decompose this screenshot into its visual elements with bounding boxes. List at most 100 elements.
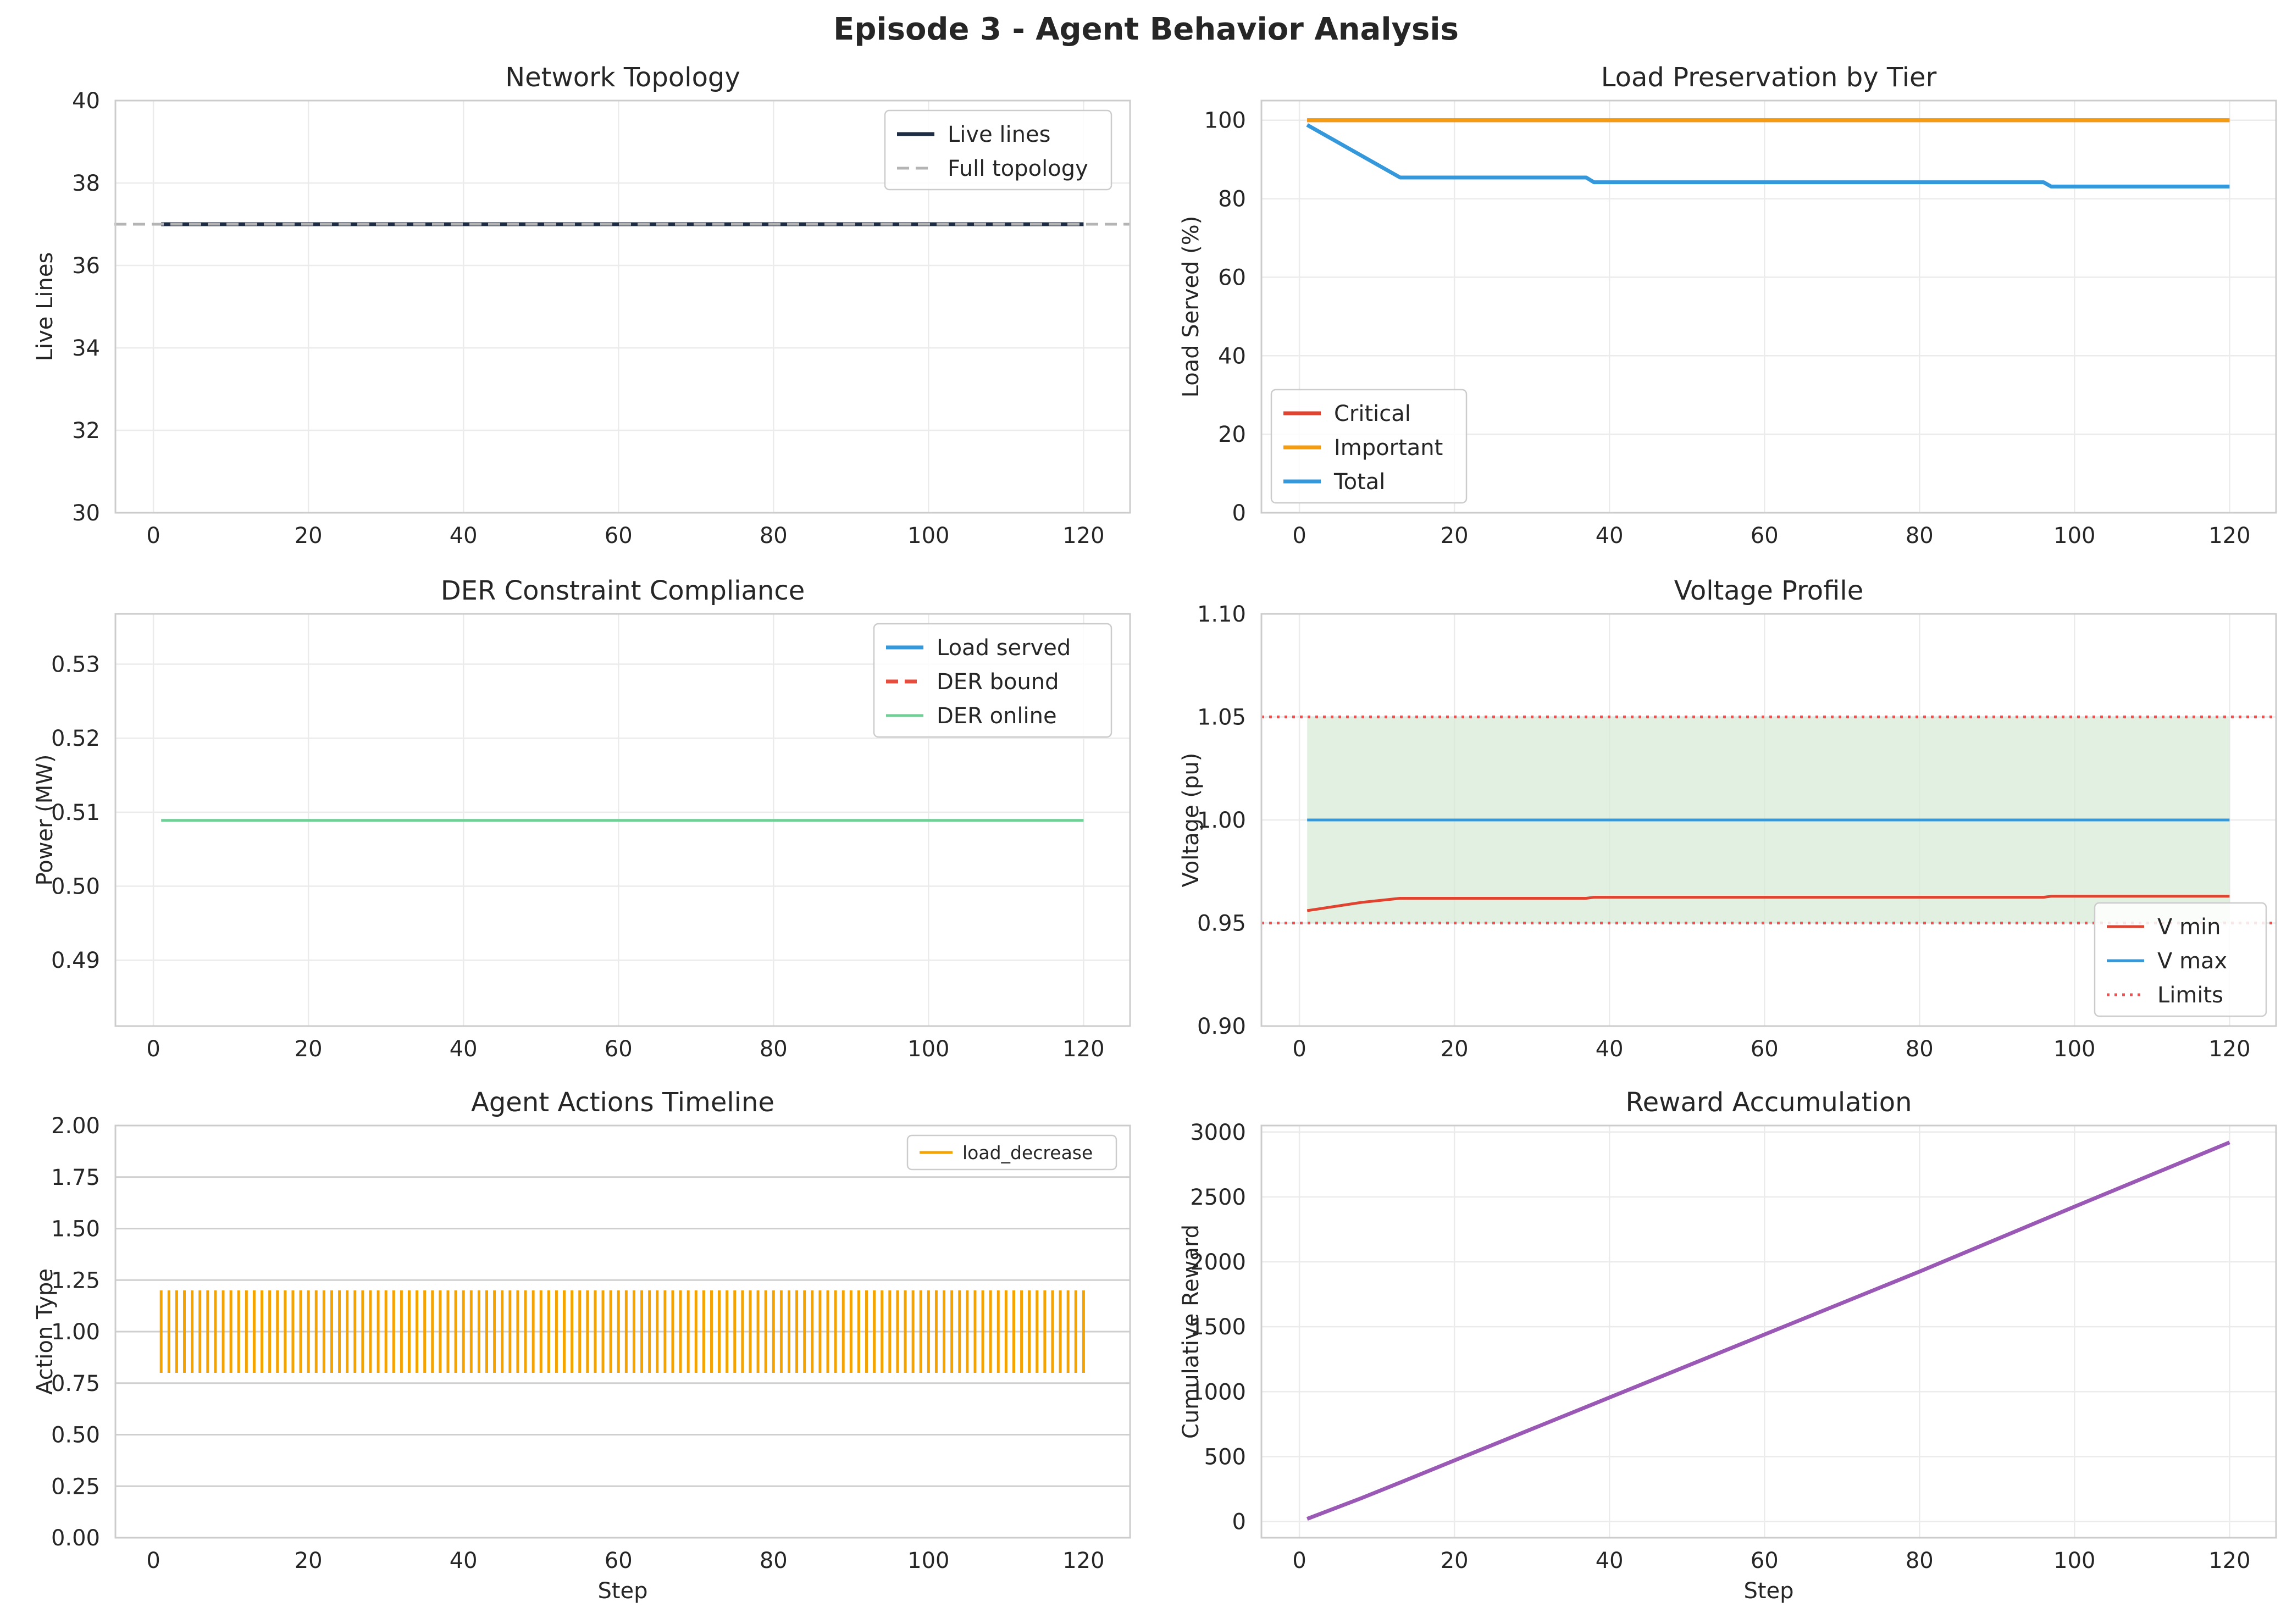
legend-label: Live lines [948, 122, 1050, 147]
y-tick-label: 1.00 [1197, 808, 1246, 833]
y-tick-label: 0 [1232, 501, 1246, 526]
x-tick-label: 100 [907, 1037, 949, 1062]
y-tick-label: 0.25 [51, 1474, 100, 1499]
x-tick-label: 120 [2208, 523, 2250, 548]
panel-title: Voltage Profile [1674, 575, 1864, 606]
x-tick-label: 0 [146, 523, 160, 548]
x-axis-label: Step [597, 1578, 647, 1604]
x-tick-label: 20 [1441, 1037, 1469, 1062]
series-line-series-0 [1306, 1140, 2230, 1521]
y-tick-label: 0.52 [51, 726, 100, 751]
y-tick-label: 2500 [1190, 1185, 1246, 1210]
y-tick-label: 0.50 [51, 874, 100, 900]
y-tick-label: 1.05 [1197, 705, 1246, 730]
series-line-v-min [1306, 895, 2230, 912]
x-tick-label: 20 [295, 1037, 323, 1062]
axes-frame [1260, 99, 2277, 514]
y-axis-label: Cumulative Reward [1178, 1224, 1204, 1439]
x-tick-label: 60 [605, 523, 633, 548]
x-tick-label: 80 [760, 1037, 788, 1062]
panel-der: 0 20 40 60 80 100 120 0.49 0.50 0.51 0.52 0.53 DER C… [32, 575, 1131, 1062]
x-tick-label: 100 [2053, 523, 2095, 548]
legend-label: V max [2157, 949, 2227, 974]
x-tick-label: 40 [1596, 1548, 1624, 1573]
x-tick-label: 120 [1062, 1037, 1104, 1062]
x-tick-label: 40 [450, 523, 478, 548]
y-tick-label: 0.95 [1197, 911, 1246, 936]
panel-title: Reward Accumulation [1625, 1087, 1912, 1118]
legend: Live lines Full topology [884, 109, 1112, 191]
axes-frame [1260, 613, 2277, 1027]
x-tick-label: 80 [760, 523, 788, 548]
x-tick-label: 100 [2053, 1037, 2095, 1062]
x-tick-label: 0 [1292, 1548, 1306, 1573]
axes-frame [114, 99, 1131, 514]
y-tick-label: 80 [1218, 187, 1246, 212]
panel-topology: 0 20 40 60 80 100 120 30 32 34 36 38 40 Network Topol… [32, 62, 1131, 548]
legend-label: DER bound [937, 669, 1059, 695]
x-tick-label: 0 [146, 1037, 160, 1062]
legend-box [906, 1134, 1117, 1171]
figure-title: Episode 3 - Agent Behavior Analysis [833, 12, 1459, 47]
y-tick-label: 2000 [1190, 1250, 1246, 1275]
legend: Critical Important Total [1270, 389, 1468, 504]
x-tick-label: 120 [2208, 1037, 2250, 1062]
legend: Load served DER bound DER online [873, 623, 1112, 738]
x-tick-label: 80 [1906, 523, 1934, 548]
y-tick-label: 20 [1218, 422, 1246, 447]
x-tick-label: 120 [1062, 523, 1104, 548]
x-tick-label: 40 [1596, 1037, 1624, 1062]
series-line-total [1306, 123, 2230, 189]
panel-title: Agent Actions Timeline [471, 1087, 774, 1118]
y-axis-label: Live Lines [32, 252, 58, 362]
x-tick-label: 60 [1751, 1548, 1779, 1573]
y-tick-label: 1.10 [1197, 602, 1246, 627]
legend: load_decrease [906, 1134, 1117, 1171]
x-tick-label: 80 [1906, 1037, 1934, 1062]
y-tick-label: 0.50 [51, 1423, 100, 1448]
x-tick-label: 40 [1596, 523, 1624, 548]
legend-label: DER online [937, 703, 1057, 729]
plot-area [1306, 1140, 2230, 1521]
y-tick-label: 100 [1204, 108, 1246, 134]
y-tick-label: 0 [1232, 1509, 1246, 1534]
plot-area [159, 1290, 1085, 1373]
x-tick-label: 60 [605, 1548, 633, 1573]
x-tick-label: 60 [605, 1037, 633, 1062]
y-tick-label: 1000 [1190, 1379, 1246, 1405]
legend-label: Full topology [948, 156, 1088, 181]
y-tick-label: 0.90 [1197, 1014, 1246, 1039]
x-tick-label: 0 [1292, 1037, 1306, 1062]
x-tick-label: 40 [450, 1548, 478, 1573]
y-tick-label: 60 [1218, 265, 1246, 290]
plot-area [1261, 716, 2276, 924]
y-tick-label: 2.00 [51, 1113, 100, 1139]
legend-label: Critical [1334, 401, 1411, 426]
legend-label: V min [2157, 914, 2221, 940]
x-tick-label: 0 [1292, 523, 1306, 548]
panel-actions: 0 20 40 60 80 100 120 0.00 0.25 0.50 0.75 1.00 1.25 1… [32, 1087, 1131, 1604]
x-tick-label: 40 [450, 1037, 478, 1062]
legend-label: Important [1334, 435, 1443, 461]
legend-label: Load served [937, 635, 1071, 661]
panel-title: DER Constraint Compliance [441, 575, 805, 606]
y-axis-label: Load Served (%) [1178, 216, 1204, 398]
x-tick-label: 20 [295, 523, 323, 548]
panel-title: Network Topology [505, 62, 740, 93]
y-tick-label: 32 [72, 418, 100, 444]
y-tick-label: 0.75 [51, 1371, 100, 1396]
y-tick-label: 0.49 [51, 948, 100, 973]
y-tick-label: 36 [72, 253, 100, 279]
y-tick-label: 500 [1204, 1444, 1246, 1470]
x-tick-label: 20 [1441, 1548, 1469, 1573]
x-tick-label: 80 [760, 1548, 788, 1573]
x-tick-label: 60 [1751, 1037, 1779, 1062]
x-axis-label: Step [1743, 1578, 1793, 1604]
y-axis-label: Voltage (pu) [1178, 753, 1204, 888]
y-tick-label: 1.75 [51, 1165, 100, 1190]
y-tick-label: 40 [72, 88, 100, 114]
panel-voltage: 0 20 40 60 80 100 120 0.90 0.95 1.00 1.05 1.10 Volta… [1178, 575, 2277, 1062]
axes-frame [114, 1124, 1131, 1539]
y-tick-label: 1.00 [51, 1320, 100, 1345]
